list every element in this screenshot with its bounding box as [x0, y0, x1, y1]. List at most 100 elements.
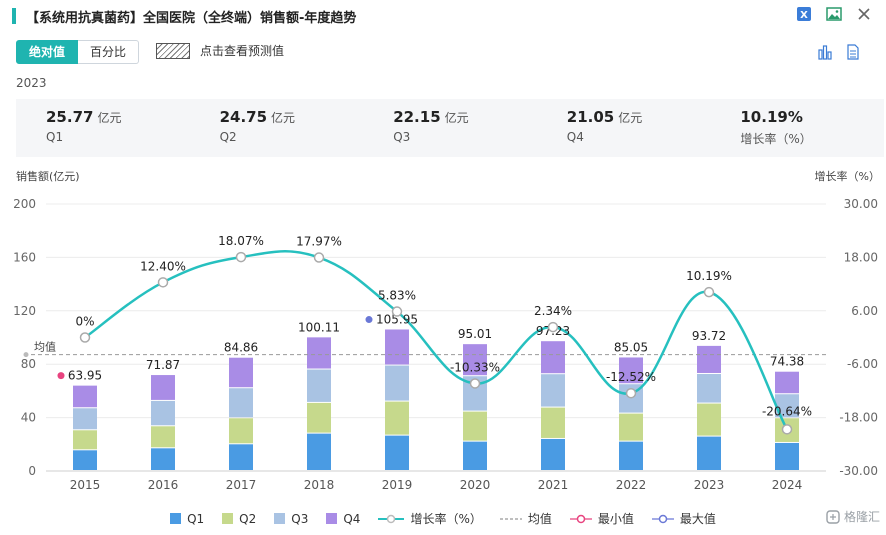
y2-tick-label: 18.00	[844, 250, 878, 264]
legend-item-min[interactable]: 最小值	[569, 510, 634, 527]
close-icon[interactable]	[856, 6, 872, 22]
summary-year: 2023	[16, 76, 47, 90]
bar-q4	[151, 375, 175, 400]
bar-q1	[73, 450, 97, 470]
legend-label: 最大值	[679, 512, 716, 526]
bar-q1	[385, 435, 409, 470]
bar-q4	[307, 337, 331, 369]
summary-unit: 亿元	[444, 111, 469, 125]
top-toolbar: X	[796, 6, 872, 22]
summary-unit: 亿元	[97, 111, 122, 125]
bar-q1	[229, 444, 253, 470]
growth-point	[625, 387, 637, 399]
growth-point	[235, 251, 247, 263]
growth-label: -12.52%	[606, 370, 656, 384]
forecast-toggle[interactable]: 点击查看预测值	[156, 42, 284, 59]
growth-label: 0%	[75, 315, 94, 329]
bar-q3	[697, 373, 721, 403]
bar-q3	[73, 408, 97, 430]
bar-q1	[307, 433, 331, 470]
legend-item-q1[interactable]: Q1	[170, 510, 204, 527]
table-view-icon[interactable]	[846, 44, 862, 60]
tab-absolute[interactable]: 绝对值	[16, 40, 79, 64]
y2-tick-label: -18.00	[839, 411, 878, 425]
summary-unit: 亿元	[271, 111, 296, 125]
bar-q3	[385, 365, 409, 401]
summary-label: Q2	[219, 130, 237, 144]
summary-value: 22.15	[393, 108, 441, 126]
y-tick-label: 80	[21, 357, 36, 371]
bar-q4	[697, 345, 721, 373]
bar-q3	[151, 400, 175, 426]
bar-q2	[229, 418, 253, 444]
legend-swatch	[222, 513, 234, 524]
y-tick-label: 160	[13, 250, 36, 264]
growth-label: -20.64%	[762, 404, 812, 418]
x-tick-label: 2016	[148, 478, 179, 492]
y-tick-label: 0	[28, 464, 36, 478]
growth-point	[781, 424, 793, 435]
watermark: 格隆汇	[826, 508, 880, 525]
x-tick-label: 2017	[226, 478, 257, 492]
average-line-icon	[499, 517, 522, 520]
total-label: 84.86	[224, 341, 258, 355]
bar-q4	[619, 357, 643, 384]
max-marker-icon	[651, 514, 674, 523]
y-tick-label: 40	[21, 411, 36, 425]
legend-label: Q3	[291, 511, 309, 526]
growth-label: 12.40%	[140, 259, 186, 273]
legend-item-average[interactable]: 均值	[499, 510, 552, 527]
summary-item-growth: 10.19% 增长率（%）	[710, 99, 884, 157]
bar-q4	[541, 341, 565, 374]
summary-item-q3: 22.15 亿元 Q3	[363, 99, 537, 157]
bar-q3	[307, 369, 331, 402]
growth-line	[84, 249, 789, 430]
bar-q1	[151, 448, 175, 470]
x-tick-label: 2024	[772, 478, 803, 492]
bar-q2	[151, 426, 175, 448]
growth-label: 17.97%	[296, 235, 342, 249]
legend-item-q4[interactable]: Q4	[326, 510, 360, 527]
x-tick-label: 2022	[616, 478, 647, 492]
legend-label: 增长率（%）	[410, 512, 482, 526]
legend-item-growth[interactable]: 增长率（%）	[378, 510, 482, 527]
min-marker-icon	[569, 514, 592, 523]
tab-percent[interactable]: 百分比	[78, 40, 140, 64]
total-label: 93.72	[692, 329, 726, 343]
growth-point	[547, 321, 559, 333]
x-tick-label: 2021	[538, 478, 569, 492]
hatch-pattern-icon	[156, 42, 190, 59]
x-tick-label: 2018	[304, 478, 335, 492]
value-mode-tabs: 绝对值 百分比	[16, 40, 140, 64]
y-axis-title: 销售额(亿元)	[16, 170, 80, 183]
chart-legend: Q1 Q2 Q3 Q4 增长率（%） 均值 最小值 最大值	[0, 510, 886, 527]
legend-label: 最小值	[597, 512, 634, 526]
y2-tick-label: 6.00	[851, 304, 878, 318]
image-export-icon[interactable]	[826, 6, 842, 22]
total-label: 74.38	[770, 355, 804, 369]
bar-q1	[619, 441, 643, 470]
bar-chart-icon[interactable]	[818, 44, 834, 60]
summary-item-q4: 21.05 亿元 Q4	[537, 99, 711, 157]
bar-q2	[697, 403, 721, 436]
legend-item-max[interactable]: 最大值	[651, 510, 716, 527]
excel-export-icon[interactable]: X	[796, 6, 812, 22]
min-marker	[57, 372, 65, 380]
growth-point	[313, 252, 325, 263]
y-tick-label: 200	[13, 197, 36, 211]
growth-point	[79, 332, 91, 343]
summary-label: Q4	[566, 130, 584, 144]
watermark-text: 格隆汇	[843, 510, 880, 524]
bar-q3	[229, 388, 253, 418]
bar-q2	[385, 401, 409, 435]
growth-label: 10.19%	[686, 269, 732, 283]
svg-text:X: X	[800, 10, 808, 21]
chart-header: 【系统用抗真菌药】全国医院（全终端）销售额-年度趋势	[12, 6, 356, 26]
bar-q4	[385, 329, 409, 365]
growth-line-icon	[378, 514, 405, 523]
bar-q2	[541, 407, 565, 438]
legend-item-q2[interactable]: Q2	[222, 510, 256, 527]
summary-value: 10.19%	[740, 108, 803, 126]
total-label: 95.01	[458, 327, 492, 341]
legend-item-q3[interactable]: Q3	[274, 510, 308, 527]
